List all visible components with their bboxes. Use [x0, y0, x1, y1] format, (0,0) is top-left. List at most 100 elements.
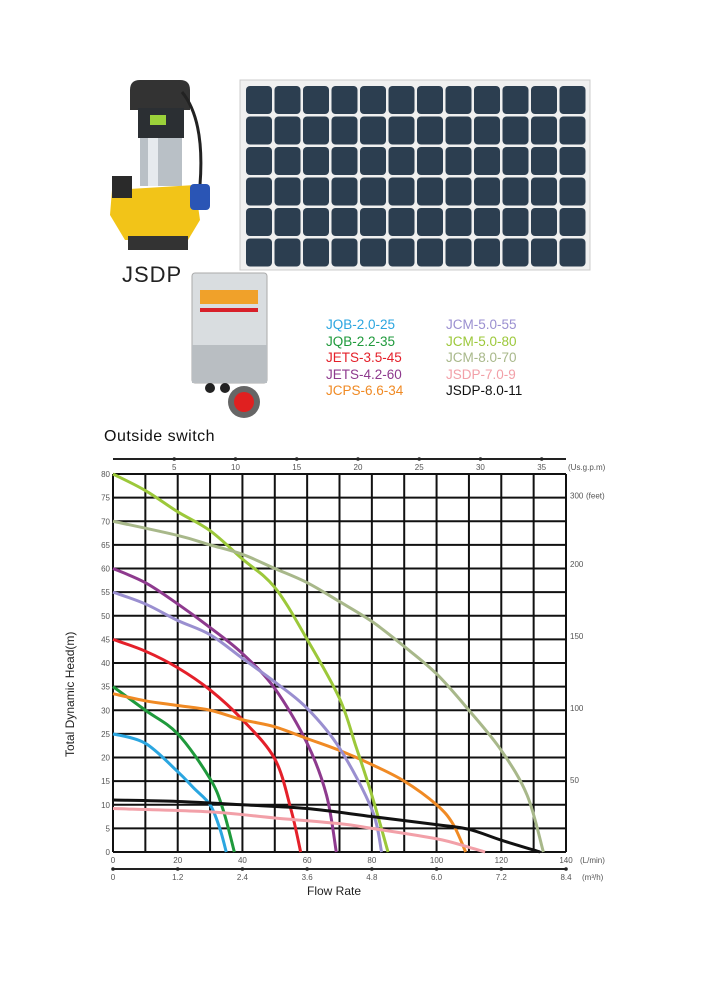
y-axis-label: Total Dynamic Head(m) [63, 632, 77, 757]
legend-item: JSDP-8.0-11 [446, 383, 523, 398]
y-tick-label: 65 [101, 541, 110, 550]
x-tick-label: 120 [495, 856, 509, 865]
legend-item: JCPS-6.6-34 [326, 383, 404, 398]
solar-cell [303, 238, 329, 267]
top-axis-tick-label: 30 [476, 463, 485, 472]
right-axis-tick-label: 100 [570, 704, 584, 713]
solar-cell [417, 86, 443, 114]
solar-cell [360, 208, 386, 236]
solar-cell [445, 238, 472, 267]
y-tick-label: 15 [101, 777, 110, 786]
curve-jets-4.2-60 [112, 567, 338, 853]
top-axis-tick [233, 457, 238, 461]
top-axis-tick [172, 457, 177, 461]
solar-cell [388, 86, 415, 114]
legend-item: JCM-5.0-80 [446, 333, 517, 349]
pump-model-label: JSDP [122, 262, 183, 287]
chart-curves [112, 472, 545, 854]
solar-cell [246, 238, 272, 267]
x-tick-label: 40 [238, 856, 247, 865]
y-tick-label: 55 [101, 588, 110, 597]
secondary-x-tick [240, 867, 245, 871]
solar-cell [474, 238, 500, 267]
solar-cell [303, 147, 329, 175]
solar-cell [360, 238, 386, 267]
y-tick-label: 0 [106, 848, 111, 857]
secondary-x-tick [370, 867, 374, 871]
solar-cell [417, 177, 443, 206]
solar-cell [559, 147, 586, 175]
x-tick-label: 80 [367, 856, 376, 865]
legend-item: JSDP-7.0-9 [446, 366, 516, 382]
secondary-x-tick [434, 867, 439, 871]
x-tick-label: 140 [559, 856, 573, 865]
y-tick-label: 20 [101, 754, 110, 763]
solar-cell [559, 177, 586, 206]
solar-cell [559, 238, 586, 267]
solar-cell [274, 86, 301, 114]
legend-item: JETS-3.5-45 [326, 350, 402, 365]
top-axis-tick-label: 10 [231, 463, 240, 472]
solar-cell [531, 147, 557, 175]
solar-cell [388, 147, 415, 175]
solar-cell [502, 86, 529, 114]
y-tick-label: 60 [101, 565, 110, 574]
solar-cell [502, 238, 529, 267]
solar-cell [417, 238, 443, 267]
solar-cell [303, 177, 329, 206]
y-tick-label: 80 [101, 470, 110, 479]
solar-cell [417, 208, 443, 236]
legend-item: JCM-5.0-55 [446, 317, 517, 332]
solar-cell [360, 86, 386, 114]
solar-cell [445, 177, 472, 206]
secondary-x-tick [305, 867, 309, 871]
solar-cell [274, 238, 301, 267]
y-tick-label: 25 [101, 730, 110, 739]
x-tick-label: 60 [303, 856, 312, 865]
solar-cell [360, 147, 386, 175]
submersible-pump-image [110, 80, 210, 250]
x-tick-label: 20 [173, 856, 182, 865]
secondary-x-tick-label: 4.8 [366, 873, 378, 882]
curve-jcm-5.0-80 [112, 472, 390, 853]
solar-cell [559, 86, 586, 114]
solar-cell [303, 116, 329, 145]
y-tick-label: 75 [101, 494, 110, 503]
legend-item: JETS-4.2-60 [326, 366, 402, 382]
curve-jets-3.5-45 [112, 637, 303, 853]
solar-cell [502, 208, 529, 236]
x-tick-label: 0 [111, 856, 116, 865]
solar-cell [303, 86, 329, 114]
x-axis-label: Flow Rate [307, 884, 361, 898]
curve-jcps-6.6-34 [112, 692, 468, 853]
solar-cell [246, 177, 272, 206]
right-axis-tick-label: 150 [570, 632, 584, 641]
curve-jqb-2.0-25 [112, 732, 228, 853]
curve-jcm-5.0-55 [112, 590, 384, 853]
solar-cell [531, 86, 557, 114]
secondary-x-unit: (m³/h) [582, 873, 604, 882]
solar-cell [274, 147, 301, 175]
solar-cell [274, 208, 301, 236]
right-axis-tick-label: 200 [570, 560, 584, 569]
secondary-x-tick [175, 867, 180, 871]
solar-cell [502, 177, 529, 206]
y-tick-label: 30 [101, 706, 110, 715]
solar-cell [331, 238, 358, 267]
solar-cell [388, 238, 415, 267]
secondary-x-tick-label: 0 [111, 873, 116, 882]
solar-cell [246, 116, 272, 145]
legend: JQB-2.0-25 JCM-5.0-55 JQB-2.2-35 JCM-5.0-80… [326, 317, 566, 399]
secondary-x-tick-label: 3.6 [302, 873, 314, 882]
solar-cell [360, 116, 386, 145]
switch-title: Outside switch [104, 428, 216, 445]
y-tick-label: 5 [106, 824, 111, 833]
top-axis-tick-label: 5 [172, 463, 177, 472]
top-axis-tick-label: 20 [354, 463, 363, 472]
solar-cell [331, 177, 358, 206]
solar-cell [303, 208, 329, 236]
solar-cell [502, 116, 529, 145]
